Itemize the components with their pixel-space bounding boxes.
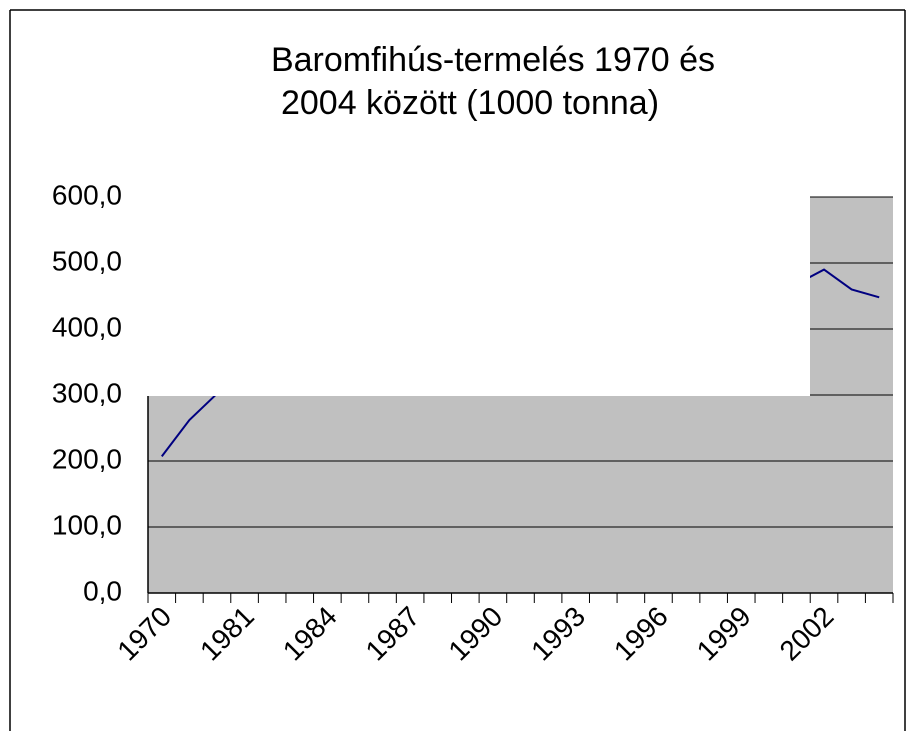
y-tick-label: 300,0 [52, 377, 122, 408]
y-tick-label: 200,0 [52, 443, 122, 474]
chart-title: Baromfihús-termelés 1970 és [271, 41, 715, 79]
x-tick-label: 1981 [194, 601, 260, 667]
x-tick-label: 1984 [277, 601, 343, 667]
x-tick-label: 1990 [442, 601, 508, 667]
y-tick-label: 100,0 [52, 509, 122, 540]
chart-title: 2004 között (1000 tonna) [281, 84, 659, 122]
x-tick-label: 2002 [774, 601, 840, 667]
x-tick-label: 1993 [525, 601, 591, 667]
y-tick-label: 400,0 [52, 311, 122, 342]
y-tick-label: 0,0 [83, 575, 122, 606]
occluder [146, 195, 810, 396]
y-tick-label: 500,0 [52, 245, 122, 276]
x-tick-label: 1987 [360, 601, 426, 667]
x-tick-label: 1999 [691, 601, 757, 667]
x-tick-label: 1996 [608, 601, 674, 667]
x-tick-label: 1970 [111, 601, 177, 667]
data-line [160, 268, 880, 457]
y-tick-label: 600,0 [52, 179, 122, 210]
